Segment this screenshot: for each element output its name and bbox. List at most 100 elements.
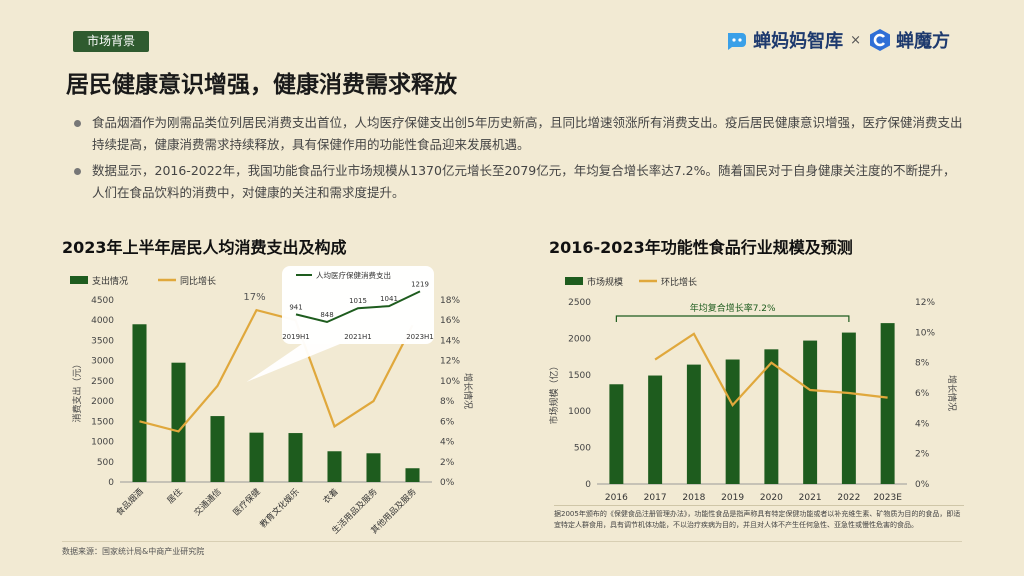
y-tick-label: 500 (97, 458, 114, 468)
y-axis-title: 市场规模（亿） (548, 361, 560, 424)
y2-axis-title: 增长情况 (462, 373, 474, 409)
legend-swatch-bar (565, 277, 583, 285)
inset-x-tick-label: 2019H1 (282, 333, 310, 341)
y-tick-label: 4000 (91, 316, 114, 326)
y2-tick-label: 0% (440, 478, 455, 488)
cagr-annotation: 年均复合增长率7.2% (690, 302, 776, 314)
y-tick-label: 1500 (568, 371, 591, 381)
inset-box (282, 266, 434, 344)
bar (210, 416, 225, 482)
x-tick-label: 2022 (837, 493, 860, 502)
inset-data-label: 1041 (380, 295, 398, 303)
bullet-list: 食品烟酒作为刚需品类位列居民消费支出首位，人均医疗保健支出创5年历史新高，且同比… (72, 112, 968, 208)
bar (725, 359, 740, 484)
bar (803, 340, 818, 484)
y-tick-label: 2000 (91, 397, 114, 407)
bar (327, 451, 342, 482)
y2-tick-label: 0% (915, 480, 930, 490)
x-tick-label: 2021 (799, 493, 822, 502)
inset-x-tick-label: 2023H1 (406, 333, 434, 341)
bar (686, 364, 701, 484)
page-title: 居民健康意识增强，健康消费需求释放 (66, 72, 457, 98)
y2-tick-label: 8% (440, 397, 455, 407)
inset-data-label: 941 (289, 303, 302, 311)
inset-line (295, 290, 421, 324)
inset-pointer (246, 344, 340, 382)
y-tick-label: 2500 (568, 298, 591, 308)
brand-name-1: 蝉妈妈智库 (753, 31, 844, 52)
chanmofang-logo-icon (870, 29, 890, 51)
inset-data-label: 1219 (411, 280, 429, 288)
brand-logos: 蝉妈妈智库 × 蝉魔方 (725, 26, 950, 54)
legend-label-line: 环比增长 (661, 276, 697, 288)
y2-tick-label: 12% (915, 298, 935, 308)
x-tick-label: 2016 (605, 493, 628, 502)
y-tick-label: 3500 (91, 336, 114, 346)
x-tick-label: 2020 (760, 493, 783, 502)
y-tick-label: 1500 (91, 417, 114, 427)
bar (764, 349, 779, 484)
y-tick-label: 2500 (91, 377, 114, 387)
legend-label-bar: 支出情况 (92, 275, 128, 287)
y2-tick-label: 4% (915, 419, 930, 429)
bar (288, 433, 303, 482)
bar (405, 468, 420, 482)
chanmama-logo-icon (728, 33, 747, 50)
bar (609, 384, 624, 484)
bar (366, 453, 381, 482)
inset-data-label: 1015 (349, 297, 367, 305)
bar (841, 332, 856, 484)
legend-swatch-bar (70, 276, 88, 284)
inset-x-tick-label: 2021H1 (344, 333, 372, 341)
x-tick-label: 食品烟酒 (114, 486, 146, 518)
chart-left-title: 2023年上半年居民人均消费支出及构成 (62, 238, 347, 257)
brand-separator: × (850, 32, 861, 48)
bar (132, 324, 147, 482)
functional-food-chart: 0 500 1000 1500 2000 2500 0% 2% 4% 6% 8% 10% 12% 市场规模… (548, 276, 958, 502)
y2-tick-label: 10% (915, 328, 935, 338)
y2-tick-label: 8% (915, 359, 930, 369)
y2-tick-label: 10% (440, 377, 460, 387)
y2-axis-title: 增长情况 (946, 375, 958, 411)
x-tick-label: 2019 (721, 493, 744, 502)
x-tick-label: 2017 (644, 493, 667, 502)
growth-line (139, 308, 414, 433)
y2-tick-label: 4% (440, 438, 455, 448)
inset-title: 人均医疗保健消费支出 (316, 270, 391, 280)
bottom-divider (62, 541, 962, 542)
y-tick-label: 500 (574, 444, 591, 454)
x-tick-label: 教育文化娱乐 (258, 486, 302, 530)
bar (249, 432, 264, 482)
x-tick-label: 医疗保健 (231, 486, 263, 518)
brand-name-2: 蝉魔方 (896, 31, 950, 52)
legend-label-bar: 市场规模 (587, 276, 623, 288)
y-tick-label: 4500 (91, 296, 114, 306)
y2-tick-label: 6% (440, 417, 455, 427)
bullet-item: 数据显示，2016-2022年，我国功能食品行业市场规模从1370亿元增长至20… (72, 160, 968, 204)
legend-label-line: 同比增长 (180, 275, 216, 287)
bar (648, 375, 663, 484)
y2-tick-label: 16% (440, 316, 460, 326)
footnote: 据2005年颁布的《保健食品注册管理办法》，功能性食品是指声称具有特定保健功能或… (554, 505, 964, 530)
cagr-bracket (615, 315, 850, 322)
y2-tick-label: 6% (915, 389, 930, 399)
x-tick-label: 交通通信 (192, 486, 224, 518)
section-tag: 市场背景 (73, 31, 149, 52)
y-tick-label: 1000 (568, 407, 591, 417)
chart-right-title: 2016-2023年功能性食品行业规模及预测 (549, 238, 853, 257)
y-tick-label: 2000 (568, 334, 591, 344)
y2-tick-label: 18% (440, 296, 460, 306)
y-tick-label: 0 (585, 480, 591, 490)
bar (171, 362, 186, 482)
y-axis-title: 消费支出（元） (71, 359, 83, 422)
inset-data-label: 848 (320, 311, 333, 319)
y-tick-label: 3000 (91, 357, 114, 367)
bar (880, 323, 895, 484)
y2-tick-label: 12% (440, 357, 460, 367)
peak-annotation: 17% (243, 292, 265, 303)
y2-tick-label: 14% (440, 336, 460, 346)
y2-tick-label: 2% (440, 458, 455, 468)
data-source: 数据来源：国家统计局&中商产业研究院 (62, 547, 205, 556)
growth-line (654, 332, 888, 407)
x-tick-label: 2023E (873, 493, 902, 502)
